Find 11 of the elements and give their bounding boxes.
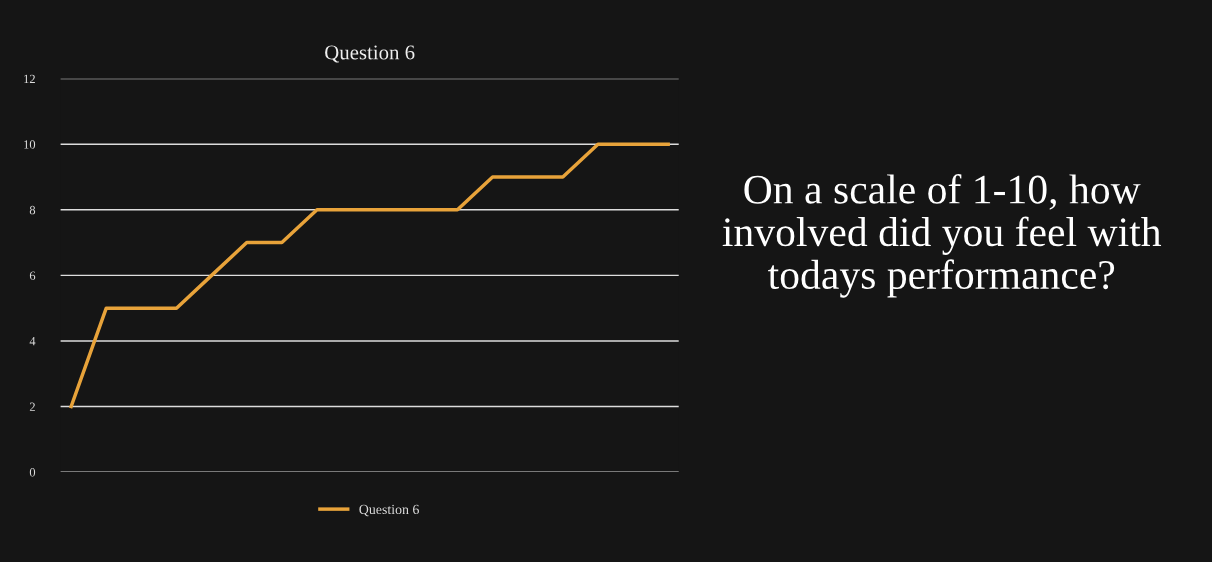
y-tick-label: 8 (29, 205, 36, 215)
chart-title: Question 6 (325, 45, 415, 63)
y-tick-label: 12 (24, 74, 35, 84)
y-tick-label: 2 (29, 402, 35, 411)
y-tick-label: 4 (29, 337, 36, 346)
text: On a scale of 1-10, how involved did you feel with todays performance? (722, 174, 1162, 298)
legend-label: Question 6 (359, 504, 419, 517)
y-tick-label: 6 (29, 271, 36, 280)
y-tick-label: 0 (29, 468, 36, 477)
y-tick-label: 10 (24, 140, 36, 149)
line-series (69, 142, 670, 409)
